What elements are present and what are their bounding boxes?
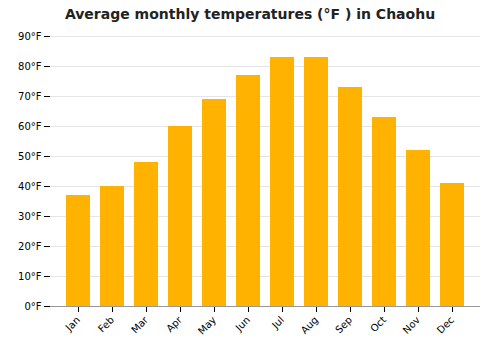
svg-text:Mar: Mar bbox=[129, 314, 151, 336]
svg-text:Feb: Feb bbox=[96, 314, 116, 334]
svg-text:50°F: 50°F bbox=[18, 151, 42, 162]
svg-text:Jun: Jun bbox=[233, 314, 253, 334]
svg-text:80°F: 80°F bbox=[18, 61, 42, 72]
svg-text:Sep: Sep bbox=[333, 314, 354, 335]
svg-text:Aug: Aug bbox=[299, 314, 321, 336]
svg-text:40°F: 40°F bbox=[18, 181, 42, 192]
svg-text:60°F: 60°F bbox=[18, 121, 42, 132]
svg-text:90°F: 90°F bbox=[18, 31, 42, 42]
svg-text:10°F: 10°F bbox=[18, 271, 42, 282]
svg-text:0°F: 0°F bbox=[24, 301, 41, 312]
svg-text:Jul: Jul bbox=[269, 314, 286, 331]
svg-text:May: May bbox=[196, 314, 218, 336]
svg-text:20°F: 20°F bbox=[18, 241, 42, 252]
svg-text:Oct: Oct bbox=[368, 314, 388, 334]
svg-text:30°F: 30°F bbox=[18, 211, 42, 222]
svg-text:Jan: Jan bbox=[63, 314, 82, 333]
svg-text:Apr: Apr bbox=[164, 314, 185, 335]
svg-text:Dec: Dec bbox=[435, 314, 456, 335]
html-text:Average monthly temperatures (: Average monthly temperatures (°F ) in Ch… bbox=[64, 6, 436, 22]
svg-text:70°F: 70°F bbox=[18, 91, 42, 102]
svg-text:Nov: Nov bbox=[401, 314, 423, 336]
